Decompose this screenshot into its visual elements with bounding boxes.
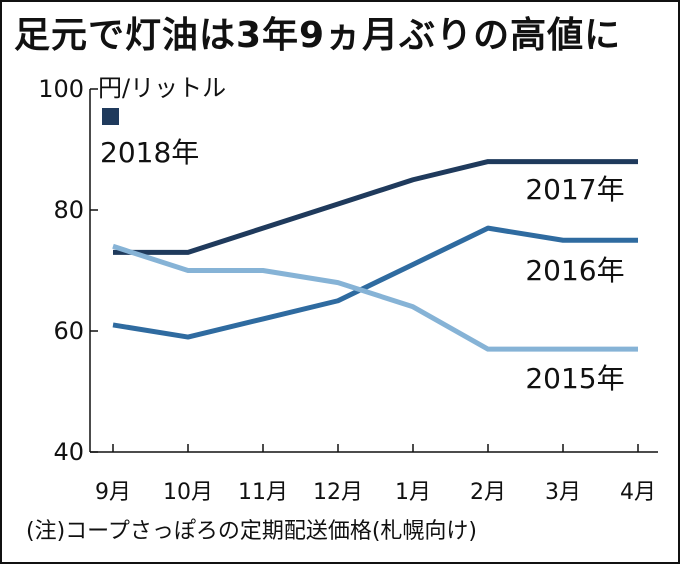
x-tick-label: 2月 xyxy=(470,480,506,505)
x-tick-label: 12月 xyxy=(313,480,363,505)
x-tick-label: 4月 xyxy=(620,480,656,505)
x-tick-label: 1月 xyxy=(395,480,431,505)
x-tick-label: 3月 xyxy=(545,480,581,505)
x-tick-label: 9月 xyxy=(95,480,131,505)
series-label: 2015年 xyxy=(525,362,624,395)
series-line-2016 xyxy=(112,225,638,340)
x-tick-label: 11月 xyxy=(238,480,288,505)
y-tick-label: 40 xyxy=(53,438,84,466)
series-label: 2016年 xyxy=(525,254,624,287)
chart-title: 足元で灯油は3年9ヵ月ぶりの高値に xyxy=(14,15,622,56)
y-tick-label: 80 xyxy=(53,196,84,224)
series-label: 2017年 xyxy=(525,173,624,206)
series-line-2015 xyxy=(112,243,638,352)
y-tick-label: 100 xyxy=(38,75,84,103)
legend-label-2018: 2018年 xyxy=(100,136,199,169)
footnote: (注)コープさっぽろの定期配送価格(札幌向け) xyxy=(26,519,478,544)
y-axis-unit: 円/リットル xyxy=(98,74,226,102)
x-tick-label: 10月 xyxy=(163,480,213,505)
legend-swatch-2018 xyxy=(102,108,119,125)
series-line-2017 xyxy=(113,159,638,255)
y-tick-label: 60 xyxy=(53,317,84,345)
